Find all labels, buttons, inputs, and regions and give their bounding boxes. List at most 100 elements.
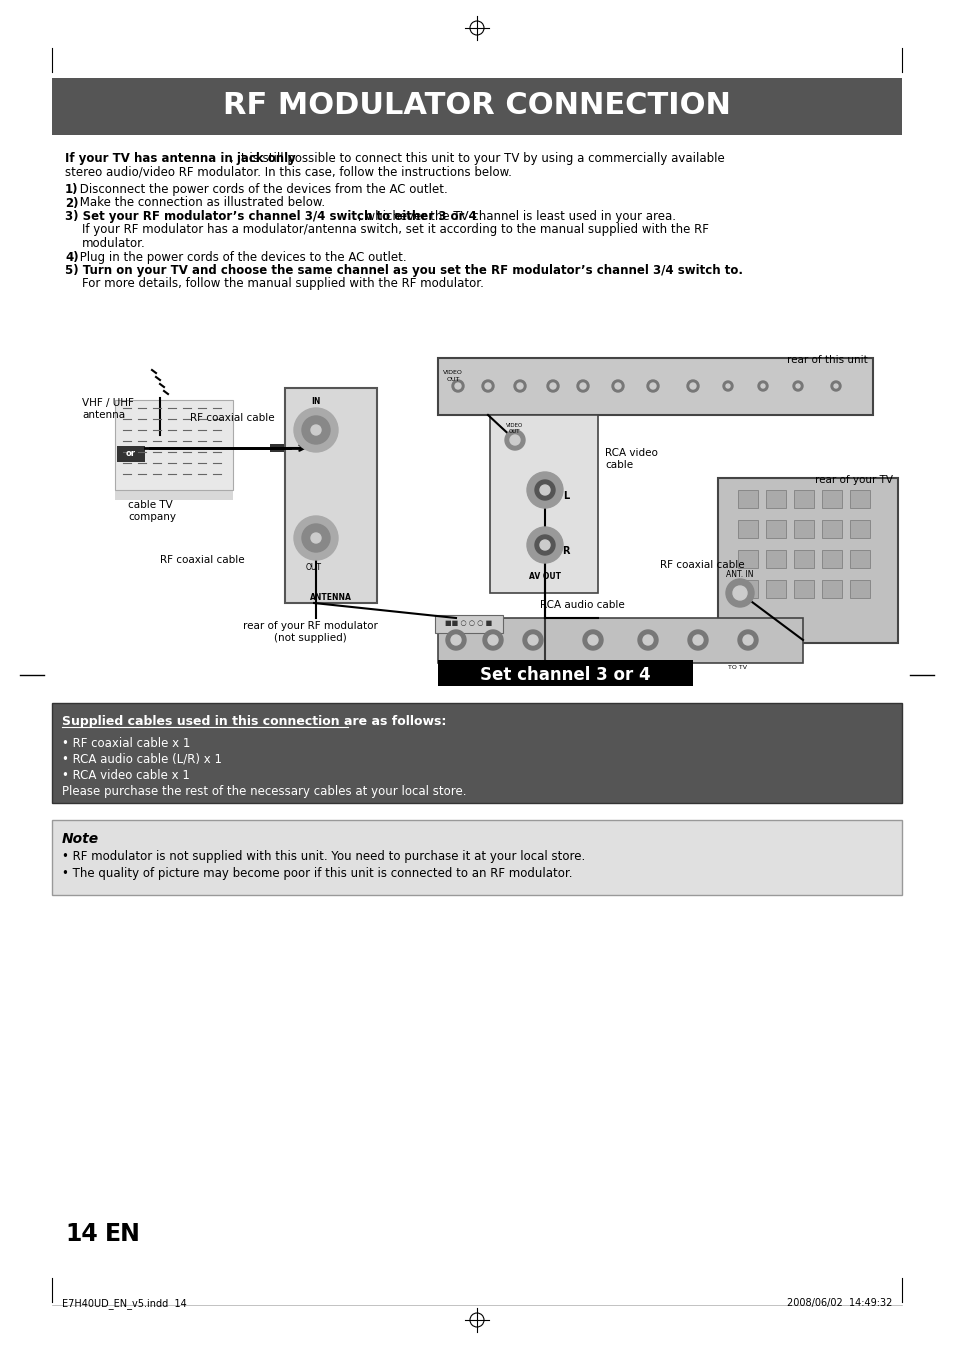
Text: 4): 4): [65, 250, 78, 263]
Bar: [849, 490, 869, 508]
Text: Set channel 3 or 4: Set channel 3 or 4: [479, 666, 650, 684]
Text: ANT. IN: ANT. IN: [725, 570, 753, 580]
Text: or: or: [126, 450, 136, 458]
Text: ANT. IN: ANT. IN: [438, 665, 461, 670]
Text: • The quality of picture may become poor if this unit is connected to an RF modu: • The quality of picture may become poor…: [62, 867, 572, 880]
Bar: [765, 580, 785, 598]
Bar: [793, 580, 813, 598]
Circle shape: [725, 384, 729, 388]
Bar: [52, 78, 901, 135]
Circle shape: [451, 635, 460, 644]
Bar: [793, 490, 813, 508]
Circle shape: [742, 635, 752, 644]
Text: rear of your TV: rear of your TV: [814, 476, 892, 485]
Text: ■■ ○ ○ ○ ■: ■■ ○ ○ ○ ■: [445, 620, 492, 626]
Bar: [437, 358, 872, 415]
Text: If your TV has antenna in jack only: If your TV has antenna in jack only: [65, 153, 295, 165]
Text: modulator.: modulator.: [82, 236, 146, 250]
Text: rear of your RF modulator
(not supplied): rear of your RF modulator (not supplied): [242, 621, 377, 643]
Circle shape: [646, 380, 659, 392]
Circle shape: [510, 435, 519, 444]
Bar: [765, 550, 785, 567]
Circle shape: [758, 381, 767, 390]
Circle shape: [692, 635, 702, 644]
Text: stereo audio/video RF modulator. In this case, follow the instructions below.: stereo audio/video RF modulator. In this…: [65, 166, 512, 178]
Bar: [52, 703, 901, 802]
Bar: [793, 550, 813, 567]
Text: , it is still possible to connect this unit to your TV by using a commercially a: , it is still possible to connect this u…: [230, 153, 724, 165]
Circle shape: [738, 630, 758, 650]
Bar: [821, 490, 841, 508]
Circle shape: [311, 534, 320, 543]
Text: TO TV: TO TV: [728, 665, 747, 670]
Circle shape: [577, 380, 588, 392]
Text: AV OUT: AV OUT: [529, 571, 560, 581]
Bar: [738, 580, 758, 598]
Text: OUT: OUT: [446, 377, 459, 382]
Text: 1): 1): [65, 182, 78, 196]
Text: rear of this unit: rear of this unit: [786, 355, 867, 365]
Text: RF MODULATOR CONNECTION: RF MODULATOR CONNECTION: [223, 92, 730, 120]
Text: Supplied cables used in this connection are as follows:: Supplied cables used in this connection …: [62, 715, 446, 728]
Circle shape: [795, 384, 800, 388]
Bar: [765, 520, 785, 538]
Circle shape: [294, 408, 337, 453]
Text: Please purchase the rest of the necessary cables at your local store.: Please purchase the rest of the necessar…: [62, 785, 466, 798]
Text: AUDIO IN: AUDIO IN: [553, 665, 582, 670]
Text: 2): 2): [65, 196, 78, 209]
Circle shape: [539, 485, 550, 494]
Text: Plug in the power cords of the devices to the AC outlet.: Plug in the power cords of the devices t…: [76, 250, 406, 263]
Bar: [437, 617, 802, 663]
Circle shape: [514, 380, 525, 392]
Circle shape: [687, 630, 707, 650]
Circle shape: [484, 382, 491, 389]
Circle shape: [792, 381, 802, 390]
Circle shape: [488, 635, 497, 644]
Circle shape: [732, 586, 746, 600]
Circle shape: [481, 380, 494, 392]
Text: VHF / UHF
antenna: VHF / UHF antenna: [82, 399, 133, 420]
Circle shape: [539, 540, 550, 550]
Text: For more details, follow the manual supplied with the RF modulator.: For more details, follow the manual supp…: [82, 277, 483, 290]
Bar: [849, 550, 869, 567]
Circle shape: [446, 630, 465, 650]
Text: cable TV
company: cable TV company: [128, 500, 175, 523]
Text: RF coaxial cable: RF coaxial cable: [190, 413, 274, 423]
Bar: [115, 400, 233, 500]
Circle shape: [526, 471, 562, 508]
Circle shape: [302, 524, 330, 553]
Bar: [793, 520, 813, 538]
Text: If your RF modulator has a modulator/antenna switch, set it according to the man: If your RF modulator has a modulator/ant…: [82, 223, 708, 236]
Circle shape: [689, 382, 696, 389]
Text: IN: IN: [311, 397, 320, 407]
Circle shape: [546, 380, 558, 392]
Text: • RF modulator is not supplied with this unit. You need to purchase it at your l: • RF modulator is not supplied with this…: [62, 850, 584, 863]
Circle shape: [638, 630, 658, 650]
Text: • RCA audio cable (L/R) x 1: • RCA audio cable (L/R) x 1: [62, 753, 222, 766]
Circle shape: [452, 380, 463, 392]
Text: VIDEO
OUT: VIDEO OUT: [506, 423, 523, 434]
Text: RF coaxial cable: RF coaxial cable: [659, 561, 744, 570]
Text: VIDEO IN: VIDEO IN: [623, 665, 652, 670]
Text: , whichever the TV channel is least used in your area.: , whichever the TV channel is least used…: [357, 209, 675, 223]
Text: • RCA video cable x 1: • RCA video cable x 1: [62, 769, 190, 782]
Circle shape: [526, 527, 562, 563]
Circle shape: [830, 381, 841, 390]
Text: Note: Note: [62, 832, 99, 846]
Text: RCA audio cable: RCA audio cable: [539, 600, 624, 611]
Bar: [765, 490, 785, 508]
Bar: [738, 490, 758, 508]
Text: 3) Set your RF modulator’s channel 3/4 switch to either 3 or 4: 3) Set your RF modulator’s channel 3/4 s…: [65, 209, 476, 223]
Circle shape: [302, 416, 330, 444]
Bar: [115, 400, 233, 490]
Circle shape: [615, 382, 620, 389]
Circle shape: [725, 580, 753, 607]
Bar: [437, 661, 692, 686]
Circle shape: [550, 382, 556, 389]
Circle shape: [686, 380, 699, 392]
Bar: [821, 550, 841, 567]
Circle shape: [612, 380, 623, 392]
Circle shape: [535, 480, 555, 500]
Text: 2008/06/02  14:49:32: 2008/06/02 14:49:32: [786, 1298, 891, 1308]
Circle shape: [579, 382, 585, 389]
